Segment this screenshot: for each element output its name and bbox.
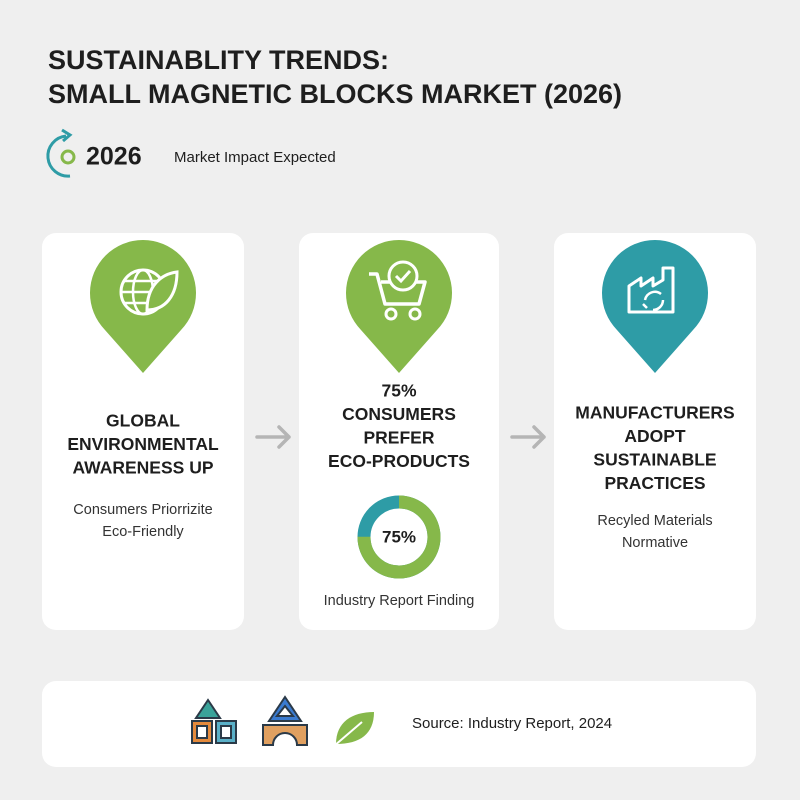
card bbox=[554, 233, 756, 630]
card-heading: SUSTAINABLE bbox=[593, 450, 716, 470]
icon bbox=[627, 266, 675, 314]
title: SMALL MAGNETIC BLOCKS MARKET (2026) bbox=[48, 79, 622, 109]
card-caption: Normative bbox=[622, 535, 688, 551]
footer-panel bbox=[42, 681, 756, 767]
card-heading: ECO-PRODUCTS bbox=[328, 451, 470, 471]
card-caption: Consumers Priorrizite bbox=[73, 502, 212, 518]
card-heading: PRACTICES bbox=[604, 473, 705, 493]
gauge-arc bbox=[357, 495, 441, 579]
card bbox=[299, 233, 499, 630]
year: 2026 bbox=[86, 143, 142, 171]
icon-badge bbox=[602, 240, 708, 373]
card-heading: PREFER bbox=[364, 428, 435, 448]
card bbox=[42, 233, 244, 630]
source: Source: Industry Report, 2024 bbox=[412, 715, 612, 732]
icon bbox=[369, 260, 427, 321]
year-caption: Market Impact Expected bbox=[174, 149, 336, 166]
card-heading: GLOBAL bbox=[106, 411, 180, 431]
year-icon bbox=[46, 128, 76, 178]
card-heading: AWARENESS UP bbox=[73, 458, 214, 478]
blocks-icon bbox=[191, 695, 374, 747]
card-caption: Industry Report Finding bbox=[324, 593, 475, 609]
card-heading: ENVIRONMENTAL bbox=[67, 434, 219, 454]
card-heading: ADOPT bbox=[624, 426, 686, 446]
arrow bbox=[255, 425, 546, 449]
card-heading: CONSUMERS bbox=[342, 404, 456, 424]
card-caption: Recyled Materials bbox=[597, 513, 712, 529]
card-heading: MANUFACTURERS bbox=[575, 403, 734, 423]
icon bbox=[119, 268, 179, 316]
title: SUSTAINABLITY TRENDS: bbox=[48, 45, 389, 75]
card-caption: Eco-Friendly bbox=[102, 524, 184, 540]
card-heading: 75% bbox=[381, 381, 416, 401]
gauge-label: 75% bbox=[382, 527, 416, 546]
